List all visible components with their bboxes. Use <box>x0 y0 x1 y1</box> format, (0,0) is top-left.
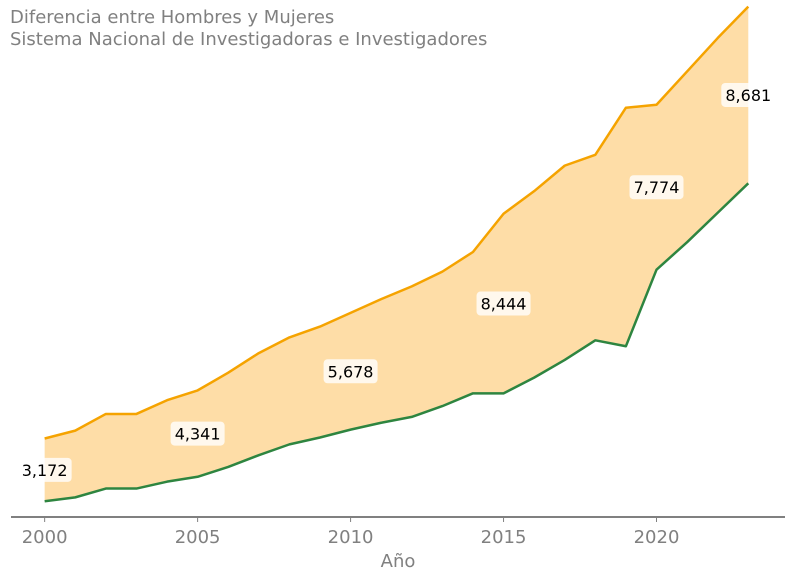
annotation-box <box>476 291 531 316</box>
line-layer <box>44 5 750 503</box>
upper-series-line <box>44 5 750 440</box>
difference-annotation: 8,444 <box>476 291 531 316</box>
area-layer <box>44 6 749 502</box>
x-tick-label: 2005 <box>175 527 221 548</box>
x-tick-label: 2010 <box>328 527 374 548</box>
annotation-box <box>721 82 776 107</box>
annotation-label: 4,341 <box>175 425 221 444</box>
x-tick-label: 2020 <box>634 527 680 548</box>
annotation-label: 8,444 <box>481 295 527 314</box>
annotation-label: 8,681 <box>725 86 771 105</box>
chart-subtitle: Sistema Nacional de Investigadoras e Inv… <box>10 29 488 50</box>
difference-band <box>44 6 749 502</box>
difference-annotation: 8,681 <box>721 82 776 107</box>
annotation-box <box>17 457 72 482</box>
annotation-label: 7,774 <box>634 178 680 197</box>
annotation-label: 5,678 <box>328 362 374 381</box>
x-ticks: 2000 2005 2010 2015 2020 <box>22 517 680 548</box>
x-axis-label: Año <box>381 551 416 572</box>
annotation-box <box>323 359 378 384</box>
difference-annotation: 4,341 <box>170 421 225 446</box>
annotation-label: 3,172 <box>22 461 68 480</box>
annotation-box <box>170 421 225 446</box>
annotation-box <box>629 175 684 200</box>
x-tick-label: 2015 <box>481 527 527 548</box>
difference-annotation: 7,774 <box>629 175 684 200</box>
x-tick-label: 2000 <box>22 527 68 548</box>
annotations: 3,172 4,341 5,678 8,444 7,774 8,681 <box>17 82 776 482</box>
chart-title-block: Diferencia entre Hombres y Mujeres Siste… <box>10 7 487 51</box>
difference-annotation: 3,172 <box>17 457 72 482</box>
chart-title: Diferencia entre Hombres y Mujeres <box>10 7 335 28</box>
lower-series-line <box>44 182 750 503</box>
difference-annotation: 5,678 <box>323 359 378 384</box>
